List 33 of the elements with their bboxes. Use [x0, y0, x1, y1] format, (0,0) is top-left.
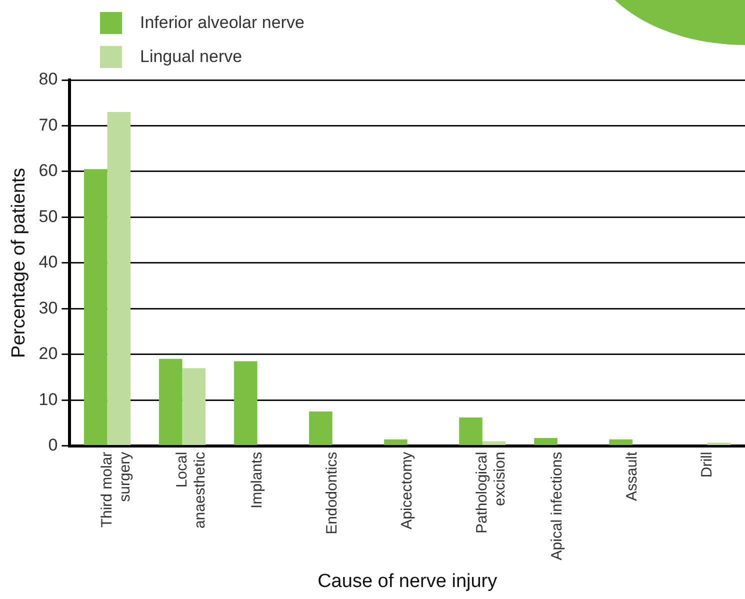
y-tick-label: 10	[38, 390, 58, 409]
bar	[707, 442, 731, 446]
x-tick-label: Third molar surgery	[98, 451, 134, 528]
bar	[609, 439, 632, 446]
x-tick-label: Pathological excision	[474, 452, 509, 534]
bar	[107, 112, 130, 446]
x-axis-title: Cause of nerve injury	[318, 570, 498, 592]
x-tick-label: Endodontics	[323, 452, 340, 534]
bar	[384, 439, 408, 446]
y-tick-label: 0	[48, 435, 58, 454]
bar	[84, 169, 108, 446]
y-tick-label: 40	[38, 252, 58, 272]
y-axis-title: Percentage of patients	[8, 168, 30, 358]
legend-label: Inferior alveolar nerve	[140, 13, 304, 33]
y-tick-label: 30	[38, 298, 58, 318]
y-tick-label: 20	[38, 344, 58, 364]
bar	[459, 417, 482, 446]
bar	[234, 361, 258, 446]
bar	[534, 438, 558, 446]
bar	[182, 368, 206, 446]
y-tick-label: 80	[38, 70, 58, 89]
x-tick-label: Implants	[248, 452, 266, 509]
x-tick-label: Assault	[624, 450, 641, 502]
x-tick-label: Drill	[698, 452, 716, 478]
y-tick-label: 50	[38, 206, 58, 226]
x-tick-label: Apicectomy	[398, 451, 416, 530]
bar	[482, 441, 506, 446]
bar	[159, 358, 182, 446]
legend-label: Lingual nerve	[140, 47, 242, 67]
bar	[309, 412, 332, 446]
y-tick-label: 70	[38, 115, 58, 134]
y-tick-label: 60	[38, 161, 58, 180]
x-tick-label: Apical infections	[548, 452, 566, 560]
